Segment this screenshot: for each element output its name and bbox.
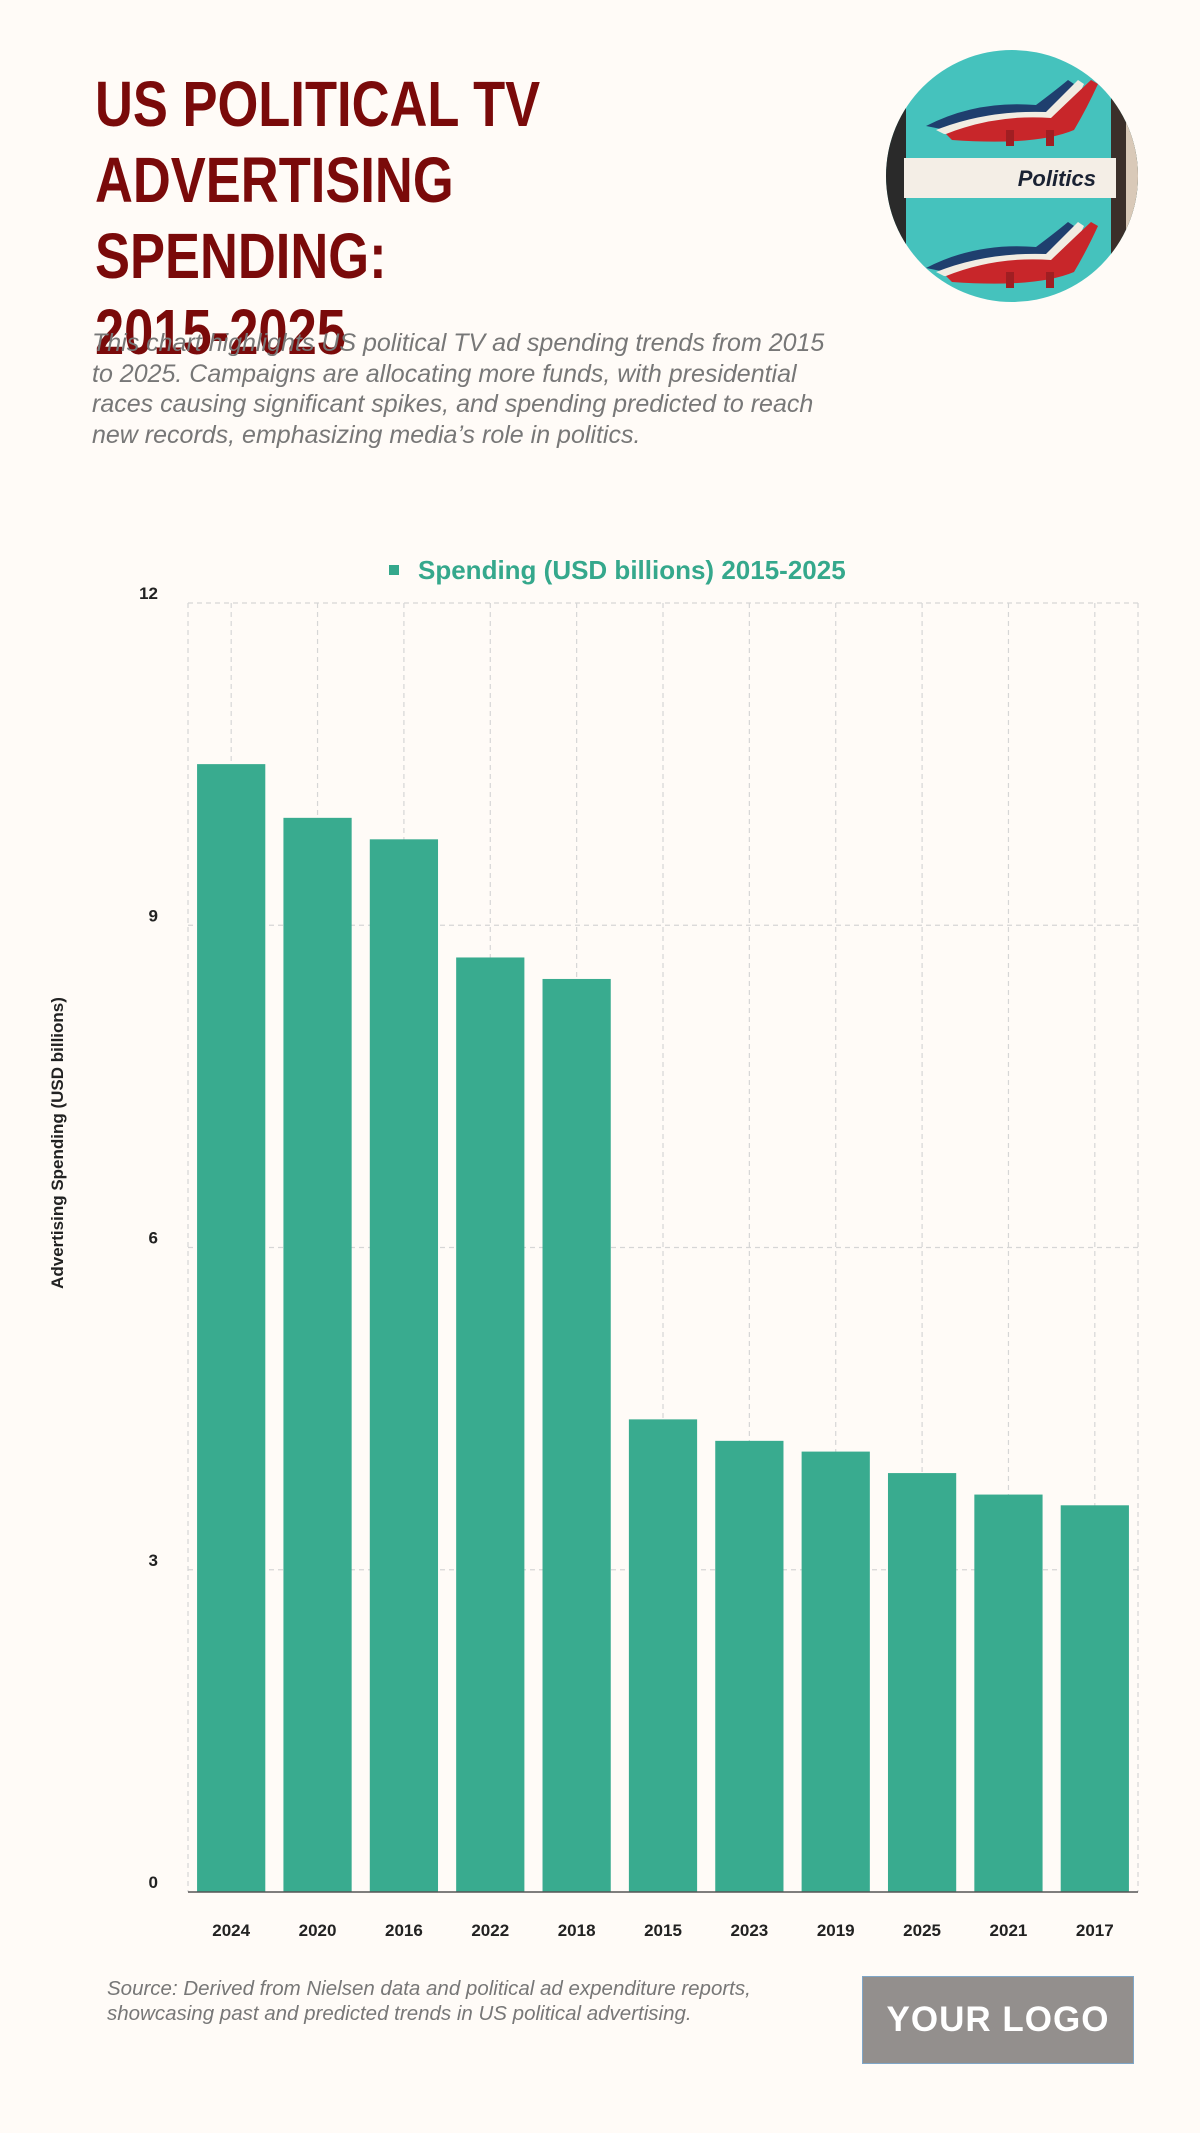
bar-2025 — [887, 1473, 957, 1892]
chart-legend: Spending (USD billions) 2015-2025 — [389, 552, 846, 588]
bar-2022 — [456, 957, 525, 1892]
y-tick-label: 0 — [149, 1873, 158, 1892]
x-tick-label: 2021 — [990, 1921, 1028, 1940]
x-tick-label: 2025 — [903, 1921, 941, 1940]
y-tick-label: 6 — [149, 1229, 158, 1248]
x-tick-label: 2023 — [730, 1921, 768, 1940]
title-line-3: 2015-2025 — [95, 296, 346, 368]
page-title: US POLITICAL TV ADVERTISING SPENDING: 20… — [95, 66, 685, 370]
title-line-2: ADVERTISING SPENDING: — [95, 144, 454, 292]
dinosaur-bottom-icon — [926, 222, 1098, 288]
source-note: Source: Derived from Nielsen data and po… — [107, 1977, 751, 2025]
bar-2020 — [283, 817, 352, 1893]
bar-2018 — [542, 978, 611, 1892]
bar-2024 — [197, 764, 266, 1892]
bar-2016 — [369, 839, 439, 1892]
bar-2019 — [801, 1451, 870, 1892]
legend-label: Spending (USD billions) 2015-2025 — [418, 554, 846, 585]
politics-photo-icon: Politics — [886, 50, 1138, 302]
x-tick-label: 2020 — [299, 1921, 337, 1940]
x-tick-label: 2017 — [1076, 1921, 1114, 1940]
logo-placeholder: YOUR LOGO — [862, 1976, 1134, 2064]
bar-2021 — [974, 1494, 1043, 1892]
hero-image: Politics — [886, 50, 1138, 302]
x-tick-label: 2018 — [558, 1921, 596, 1940]
y-tick-label: 3 — [149, 1551, 158, 1570]
bars — [197, 764, 1129, 1893]
y-tick-label: 9 — [149, 906, 158, 925]
title-line-1: US POLITICAL TV — [95, 68, 541, 140]
tick-labels: 0 3 6 9 12 2024 2020 2016 2022 2018 2015 2023 2019 20… — [139, 584, 1114, 1940]
x-tick-label: 2015 — [644, 1921, 682, 1940]
chart-description: This chart highlights US political TV ad… — [92, 329, 825, 449]
bar-2017 — [1060, 1505, 1129, 1892]
hero-caption: Politics — [1018, 166, 1096, 191]
x-tick-label: 2024 — [212, 1921, 250, 1940]
x-tick-label: 2019 — [817, 1921, 855, 1940]
bar-2015 — [628, 1419, 698, 1892]
bar-2023 — [715, 1440, 784, 1892]
y-tick-label: 12 — [139, 584, 158, 603]
legend-swatch-icon — [389, 565, 399, 575]
dinosaur-top-icon — [926, 80, 1098, 146]
x-tick-label: 2022 — [471, 1921, 509, 1940]
x-tick-label: 2016 — [385, 1921, 423, 1940]
